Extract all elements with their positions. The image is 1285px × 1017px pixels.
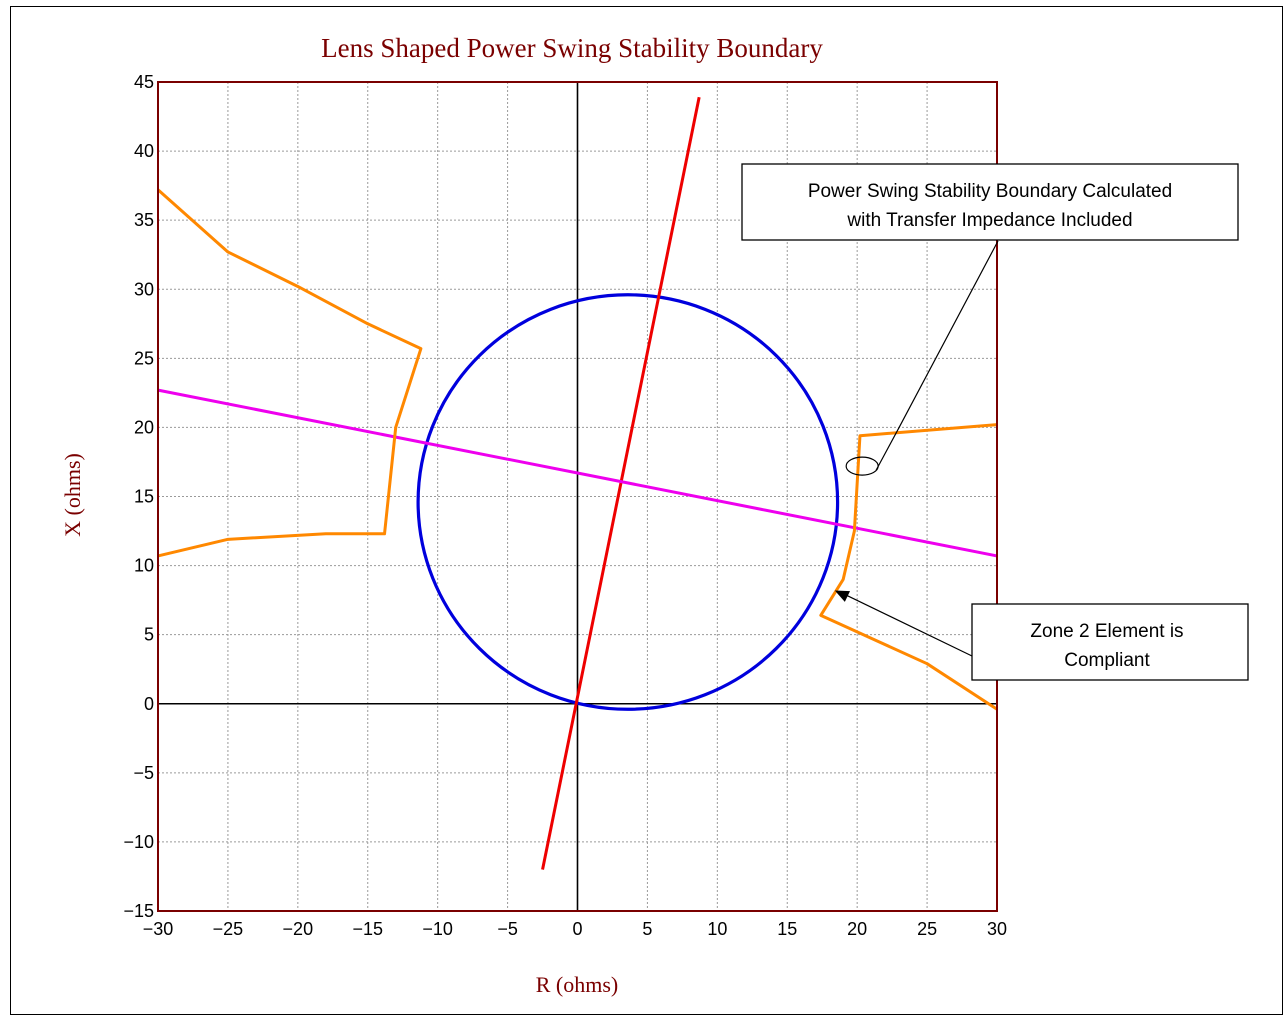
annotation-boundary-leader [875, 240, 999, 471]
y-tick-label: 30 [134, 279, 154, 299]
annotation-boundary-box [741, 163, 1239, 241]
y-tick-label: 0 [144, 694, 154, 714]
x-tick-label: −15 [352, 919, 383, 939]
series-line-2 [157, 388, 998, 558]
y-axis-label: X (ohms) [60, 453, 85, 537]
series-circle [416, 293, 840, 711]
x-tick-label: 20 [847, 919, 867, 939]
x-tick-label: 10 [707, 919, 727, 939]
annotation-zone2-box [971, 603, 1249, 681]
x-tick-label: −25 [213, 919, 244, 939]
y-tick-label: 45 [134, 72, 154, 92]
y-tick-label: 40 [134, 141, 154, 161]
series-line-3 [157, 188, 423, 558]
y-tick-label: 35 [134, 210, 154, 230]
chart-frame [10, 6, 1283, 1015]
y-tick-label: 10 [134, 556, 154, 576]
series-line-1 [541, 96, 701, 870]
x-tick-label: 15 [777, 919, 797, 939]
annotation-zone2-leader [844, 593, 973, 657]
x-tick-label: 5 [642, 919, 652, 939]
chart-title: Lens Shaped Power Swing Stability Bounda… [321, 33, 823, 63]
y-tick-label: −5 [133, 763, 154, 783]
y-tick-label: 15 [134, 487, 154, 507]
plot-border [157, 81, 998, 912]
x-tick-labels: −30 −25 −20 −15 −10 −5 0 5 10 15 20 25 30 [143, 919, 1007, 939]
x-tick-label: 25 [917, 919, 937, 939]
x-axis-label: R (ohms) [536, 972, 619, 997]
annotation-boundary: Power Swing Stability Boundary Calculate… [741, 163, 1239, 476]
annotations: Power Swing Stability Boundary Calculate… [741, 163, 1249, 681]
y-tick-labels: −15 −10 −5 0 5 10 15 20 25 30 35 40 45 [123, 72, 154, 921]
y-tick-label: 20 [134, 417, 154, 437]
y-tick-label: 5 [144, 625, 154, 645]
series-line-4 [819, 423, 998, 711]
annotation-boundary-line-2: with Transfer Impedance Included [846, 210, 1132, 231]
y-tick-label: 25 [134, 348, 154, 368]
y-tick-label: −10 [123, 832, 154, 852]
x-tick-label: −10 [422, 919, 453, 939]
x-tick-label: −30 [143, 919, 174, 939]
y-tick-label: −15 [123, 901, 154, 921]
series-group [157, 96, 998, 870]
x-tick-label: 0 [572, 919, 582, 939]
annotation-zone2-line-1: Zone 2 Element is [1030, 621, 1183, 642]
x-tick-label: −20 [283, 919, 314, 939]
annotation-zone2-arrowhead [834, 590, 851, 602]
annotation-zone2: Zone 2 Element is Compliant [834, 590, 1249, 681]
annotation-boundary-line-1: Power Swing Stability Boundary Calculate… [808, 181, 1172, 202]
annotation-boundary-marker [845, 456, 879, 476]
x-tick-label: −5 [497, 919, 518, 939]
x-tick-label: 30 [987, 919, 1007, 939]
annotation-zone2-line-2: Compliant [1064, 650, 1150, 671]
